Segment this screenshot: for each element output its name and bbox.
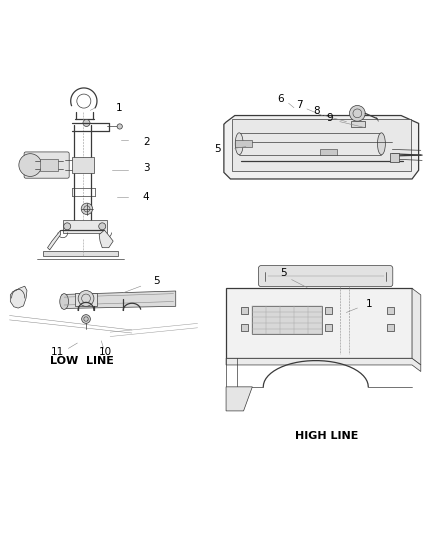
Polygon shape bbox=[11, 286, 27, 308]
Text: 2: 2 bbox=[143, 137, 149, 147]
Text: 1: 1 bbox=[115, 103, 122, 113]
FancyBboxPatch shape bbox=[258, 265, 392, 287]
Text: LOW  LINE: LOW LINE bbox=[49, 356, 113, 366]
Text: 7: 7 bbox=[295, 100, 302, 110]
Ellipse shape bbox=[60, 294, 68, 309]
Text: 9: 9 bbox=[326, 113, 332, 123]
Bar bbox=[319, 149, 336, 155]
Polygon shape bbox=[62, 291, 175, 309]
Polygon shape bbox=[47, 230, 60, 250]
Polygon shape bbox=[43, 251, 117, 255]
Text: 5: 5 bbox=[152, 276, 159, 286]
Text: 1: 1 bbox=[365, 298, 372, 309]
Text: 10: 10 bbox=[99, 347, 112, 357]
Circle shape bbox=[81, 203, 92, 214]
Polygon shape bbox=[223, 116, 418, 179]
Polygon shape bbox=[226, 288, 411, 358]
Polygon shape bbox=[411, 288, 420, 365]
Text: 3: 3 bbox=[143, 163, 149, 173]
Bar bbox=[240, 324, 247, 332]
Polygon shape bbox=[350, 121, 364, 127]
Bar bbox=[252, 306, 321, 334]
Polygon shape bbox=[72, 157, 94, 173]
Text: 11: 11 bbox=[51, 347, 64, 357]
Ellipse shape bbox=[235, 133, 243, 155]
Circle shape bbox=[83, 119, 90, 126]
Bar bbox=[386, 324, 393, 332]
Polygon shape bbox=[226, 387, 252, 411]
Circle shape bbox=[117, 124, 122, 129]
Circle shape bbox=[99, 223, 106, 230]
Circle shape bbox=[78, 290, 94, 306]
Polygon shape bbox=[389, 152, 398, 161]
Bar bbox=[40, 159, 57, 171]
Text: HIGH LINE: HIGH LINE bbox=[294, 431, 357, 441]
Bar bbox=[386, 307, 393, 314]
Text: 5: 5 bbox=[214, 144, 220, 154]
Bar bbox=[234, 140, 252, 147]
FancyBboxPatch shape bbox=[24, 152, 69, 178]
Text: 8: 8 bbox=[313, 106, 319, 116]
Bar bbox=[325, 324, 332, 332]
Bar bbox=[240, 307, 247, 314]
Text: 6: 6 bbox=[277, 94, 283, 104]
Ellipse shape bbox=[377, 133, 385, 155]
Text: 5: 5 bbox=[279, 268, 286, 278]
Circle shape bbox=[349, 106, 364, 121]
Polygon shape bbox=[231, 119, 410, 171]
Text: 4: 4 bbox=[143, 192, 149, 203]
Circle shape bbox=[81, 314, 90, 324]
Polygon shape bbox=[63, 220, 106, 233]
Polygon shape bbox=[226, 358, 420, 372]
Polygon shape bbox=[99, 230, 113, 248]
Circle shape bbox=[64, 223, 71, 230]
Bar bbox=[325, 307, 332, 314]
Circle shape bbox=[19, 154, 42, 176]
Polygon shape bbox=[75, 293, 97, 306]
